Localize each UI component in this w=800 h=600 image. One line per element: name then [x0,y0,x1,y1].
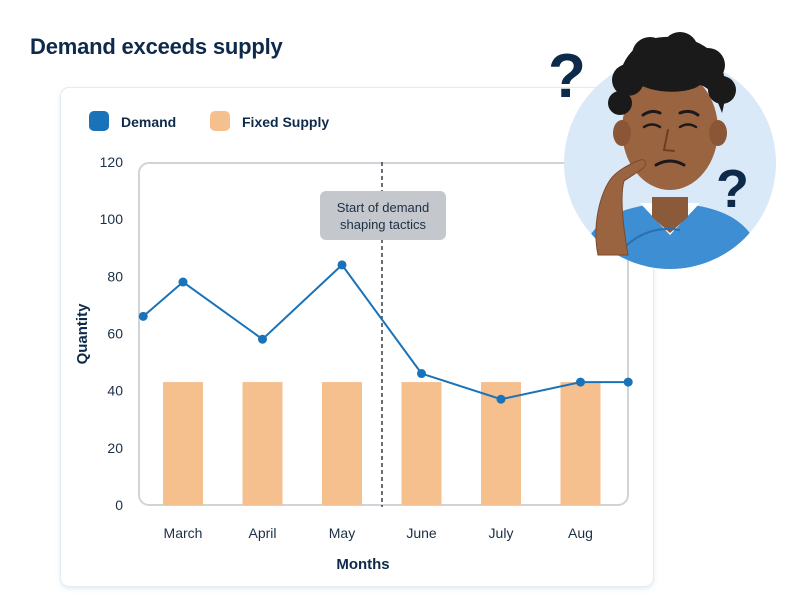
x-axis-title: Months [336,556,389,573]
x-tick-label: March [164,525,203,541]
chart: Demand Fixed Supply 0 20 40 60 80 100 120 Start… [74,111,633,573]
legend-label-1: Fixed Supply [242,114,329,130]
demand-point [258,334,267,344]
x-axis-ticks: March April May June July Aug [164,525,593,541]
demand-point [178,277,188,287]
demand-line [138,260,633,404]
x-tick-label: Aug [568,525,593,541]
y-tick-label: 20 [107,440,123,456]
legend-label-0: Demand [121,114,176,130]
annotation-box [320,191,446,240]
annotation-text: Start of demand [337,200,430,215]
supply-bars [163,382,601,505]
annotation: Start of demand shaping tactics [320,191,446,240]
annotation-text: shaping tactics [340,217,426,232]
x-tick-label: May [329,525,355,541]
x-tick-label: June [406,525,437,541]
plot-frame [138,162,629,506]
supply-bar [560,382,601,505]
supply-bar [401,382,442,505]
question-mark-icon: ? [548,42,586,111]
x-tick-label: July [489,525,514,541]
demand-point [576,377,585,387]
supply-bar [163,382,203,505]
demand-point [496,394,506,404]
demand-line-path [142,263,629,401]
y-axis-title: Quantity [74,303,91,364]
y-tick-label: 60 [107,326,123,342]
y-tick-label: 100 [100,211,124,227]
demand-point [623,377,633,387]
y-tick-label: 40 [107,383,123,399]
legend-swatch-1 [210,111,230,131]
y-tick-label: 0 [115,497,123,513]
page-title: Demand exceeds supply [30,34,283,59]
legend: Demand Fixed Supply [89,111,329,131]
supply-bar [322,382,362,505]
demand-point [417,369,426,379]
supply-bar [242,382,283,505]
y-tick-label: 120 [100,154,124,170]
demand-point [138,311,148,321]
confused-person-icon: ? ? [548,32,776,269]
y-axis-ticks: 0 20 40 60 80 100 120 [100,154,124,513]
x-tick-label: April [248,525,276,541]
legend-swatch-0 [89,111,109,131]
demand-point [337,260,347,270]
question-mark-icon: ? [716,159,749,219]
chart-card: Demand Fixed Supply 0 20 40 60 80 100 120 Start… [61,88,653,586]
y-tick-label: 80 [107,268,123,284]
